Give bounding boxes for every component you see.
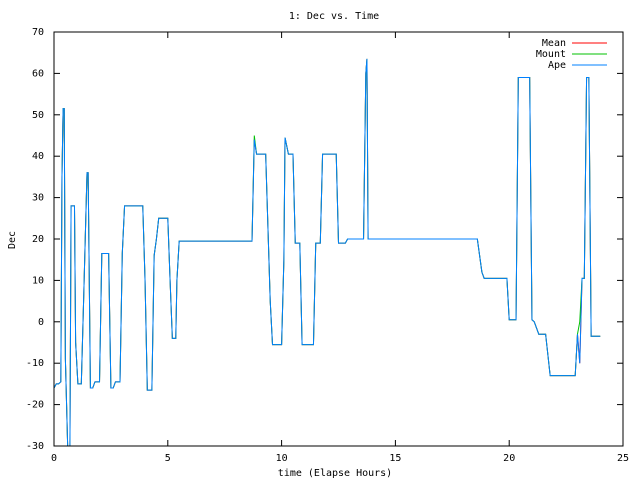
series-line (53, 58, 601, 447)
x-tick-label: 15 (389, 453, 401, 464)
x-axis-label: time (Elapse Hours) (278, 468, 392, 479)
x-tick-label: 5 (165, 453, 171, 464)
y-tick-label: 30 (32, 193, 44, 204)
y-tick-label: 70 (32, 27, 44, 38)
y-tick-label: 0 (38, 317, 44, 328)
plot-border (53, 31, 624, 447)
y-axis-label: Dec (7, 231, 18, 249)
legend-label: Mean (542, 38, 566, 49)
y-tick-label: 20 (32, 234, 44, 245)
y-tick-label: 10 (32, 275, 44, 286)
x-tick-label: 25 (617, 453, 629, 464)
legend-label: Mount (536, 49, 566, 60)
legend-label: Ape (548, 60, 566, 71)
y-tick-label: 40 (32, 151, 44, 162)
y-tick-label: 60 (32, 68, 44, 79)
y-tick-label: -20 (26, 400, 44, 411)
y-tick-label: -10 (26, 358, 44, 369)
y-tick-label: 50 (32, 110, 44, 121)
x-tick-label: 20 (503, 453, 515, 464)
chart-title: 1: Dec vs. Time (289, 11, 379, 22)
x-tick-label: 10 (276, 453, 288, 464)
y-tick-label: -30 (26, 441, 44, 452)
x-tick-label: 0 (51, 453, 57, 464)
